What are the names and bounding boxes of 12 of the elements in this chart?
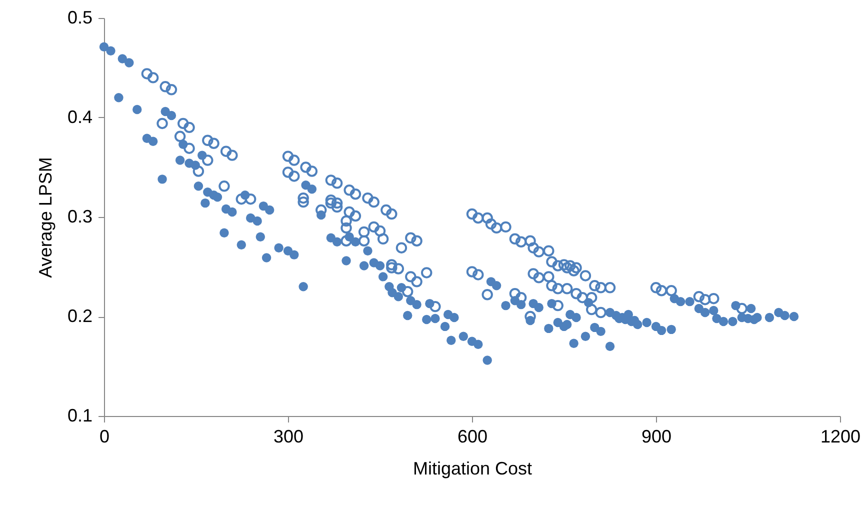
y-tick-label: 0.1: [67, 406, 92, 426]
y-tick-label: 0.4: [67, 107, 92, 127]
y-axis-title: Average LPSM: [35, 157, 56, 278]
y-tick-label: 0.2: [67, 306, 92, 326]
y-tick-label: 0.5: [67, 8, 92, 28]
x-tick-label: 600: [457, 426, 488, 446]
x-tick-label: 300: [273, 426, 304, 446]
y-tick-label: 0.3: [67, 206, 92, 226]
x-tick-label: 1200: [820, 426, 861, 446]
x-tick-label: 900: [641, 426, 672, 446]
x-tick-label: 0: [99, 426, 110, 446]
x-axis-title: Mitigation Cost: [412, 458, 532, 478]
